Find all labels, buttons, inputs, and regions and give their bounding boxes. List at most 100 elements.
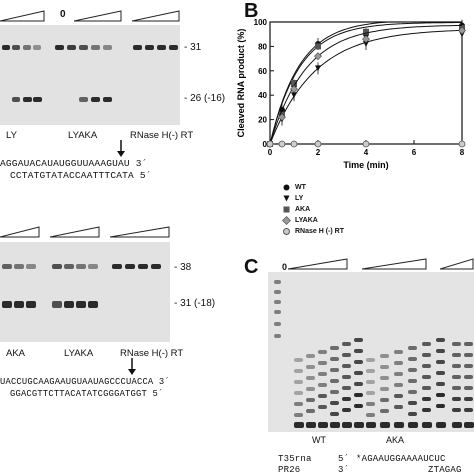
gel-band: [380, 409, 389, 413]
gel-band: [394, 383, 403, 387]
lane-label-wt-c: WT: [312, 435, 326, 445]
gel-band: [33, 45, 41, 50]
gel-band: [274, 290, 281, 294]
gel-band: [380, 365, 389, 369]
gel-band: [436, 338, 445, 342]
gel-band: [12, 97, 20, 102]
legend-label: RNase H (-) RT: [295, 228, 345, 235]
series-line-aka: [269, 22, 462, 145]
gel-band: [464, 353, 473, 357]
wedge-top-2: [74, 10, 122, 22]
marker-31-top: - 31: [184, 42, 202, 53]
zero-label-c: 0: [282, 262, 288, 272]
gel-band: [408, 346, 417, 350]
legend-label: LYAKA: [295, 217, 318, 224]
gel-band: [330, 379, 339, 383]
gel-band: [342, 364, 351, 368]
wedge-c-2: [362, 258, 427, 270]
gel-band: [464, 364, 473, 368]
gel-band: [464, 397, 473, 401]
gel-band: [436, 349, 445, 353]
data-point: [278, 140, 286, 148]
gel-band: [23, 45, 31, 50]
gel-band: [436, 382, 445, 386]
gel-band: [366, 369, 375, 373]
gel-band: [394, 394, 403, 398]
gel-band: [452, 397, 461, 401]
gel-band: [91, 45, 100, 50]
gel-band: [76, 264, 86, 269]
data-point: [290, 85, 298, 94]
legend-item: RNase H (-) RT: [282, 227, 344, 236]
gel-band: [294, 422, 304, 428]
sequence-dna-top: CCTATGTATACCAATTTCATA 5´: [10, 170, 152, 181]
gel-band: [2, 301, 12, 308]
gel-band: [408, 422, 418, 428]
gel-band: [274, 334, 281, 338]
gel-band: [318, 372, 327, 376]
gel-band: [138, 264, 148, 269]
gel-band: [274, 280, 281, 284]
gel-band: [394, 422, 404, 428]
y-tick-label: 80: [258, 42, 267, 51]
legend-item: LY: [282, 194, 303, 203]
gel-band: [422, 375, 431, 379]
marker-38-mid: - 38: [174, 262, 192, 273]
data-point: [314, 140, 322, 148]
gel-band: [408, 390, 417, 394]
data-point: [291, 80, 297, 86]
sequence-rna-mid: UACCUGCAAGAAUGUAAUAGCCCUACCA 3´: [0, 377, 170, 387]
x-tick-label: 0: [268, 148, 273, 157]
gel-band: [103, 45, 112, 50]
gel-band: [306, 354, 315, 358]
gel-band: [366, 413, 375, 417]
data-point: [362, 35, 370, 44]
gel-band: [408, 412, 417, 416]
gel-band: [318, 361, 327, 365]
gel-band: [318, 350, 327, 354]
y-tick-label: 0: [263, 140, 268, 149]
legend-item: LYAKA: [282, 216, 318, 225]
gel-band: [422, 342, 431, 346]
gel-band: [354, 349, 363, 353]
gel-band: [157, 45, 166, 50]
gel-band: [342, 342, 351, 346]
sequence-rna-top: AGGAUACAUAUGGUUAAAGUAU 3´: [0, 158, 148, 169]
gel-band: [330, 401, 339, 405]
chart-cleaved-rna: 0 20 40 60 80 100 0 2 4 6 8 Time (min) Cleaved RNA p…: [236, 18, 466, 170]
gel-band: [330, 390, 339, 394]
gel-band: [64, 301, 74, 308]
panel-label-b: B: [244, 0, 259, 22]
gel-band: [294, 413, 303, 417]
seq-c-row1-seq: *AGAAUGGAAAAUCUC: [356, 454, 446, 464]
gel-band: [26, 264, 36, 269]
x-tick-label: 2: [316, 148, 321, 157]
data-point: [458, 140, 466, 148]
gel-band: [408, 357, 417, 361]
gel-band: [330, 357, 339, 361]
gel-band: [422, 353, 431, 357]
gel-band: [306, 422, 316, 428]
gel-band: [464, 408, 473, 412]
gel-band: [306, 376, 315, 380]
gel-band: [394, 361, 403, 365]
gel-band: [91, 97, 100, 102]
gel-band: [294, 391, 303, 395]
gel-band: [52, 301, 62, 308]
seq-c-row1-dir: 5´: [338, 454, 350, 464]
gel-band: [464, 342, 473, 346]
data-point: [363, 28, 369, 35]
legend-marker-icon: [283, 228, 290, 235]
gel-image-c: [268, 272, 474, 432]
gel-band: [422, 422, 432, 428]
gel-band: [464, 386, 473, 390]
gel-band: [366, 422, 376, 428]
gel-band: [145, 45, 154, 50]
gel-band: [380, 387, 389, 391]
wedge-c-1: [288, 258, 348, 270]
lane-label-lyaka-mid: LYAKA: [64, 348, 94, 359]
gel-band: [274, 300, 281, 304]
wedge-top-3: [132, 10, 180, 22]
gel-band: [380, 398, 389, 402]
gel-band: [394, 350, 403, 354]
